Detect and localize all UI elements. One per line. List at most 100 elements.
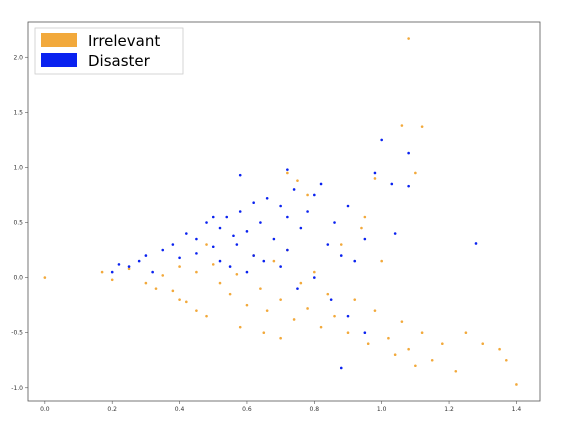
x-tick-label: 1.2 [444,406,454,413]
point-disaster [279,204,282,208]
point-disaster [346,314,350,318]
point-irrelevant [218,281,222,285]
point-disaster [144,254,148,257]
point-irrelevant [127,267,131,271]
point-disaster [380,138,383,142]
point-disaster [393,232,397,235]
point-disaster [178,256,181,260]
legend: Irrelevant Disaster [34,27,184,75]
plot-area [27,21,541,402]
point-irrelevant [178,265,181,268]
point-disaster [313,193,316,197]
point-irrelevant [205,314,208,318]
point-disaster [252,201,255,204]
point-disaster [286,168,289,171]
point-irrelevant [481,342,485,346]
legend-label-irrelevant: Irrelevant [88,32,160,50]
point-irrelevant [296,179,299,182]
point-disaster [299,226,303,230]
point-irrelevant [387,336,390,340]
x-tick-label: 1.4 [512,406,522,413]
point-irrelevant [326,292,330,296]
point-irrelevant [195,270,198,274]
point-disaster [326,243,330,246]
point-disaster [211,245,215,249]
point-disaster [161,248,165,252]
point-irrelevant [279,336,282,340]
y-tick-label: 0.0 [13,275,23,282]
y-tick-label: 0.5 [13,220,23,227]
y-tick-label: -0.5 [11,330,23,337]
point-irrelevant [154,287,158,290]
point-irrelevant [353,298,357,301]
point-irrelevant [292,318,296,321]
point-disaster [218,259,222,263]
point-disaster [185,232,188,235]
point-disaster [339,366,343,370]
point-disaster [151,270,154,274]
point-disaster [296,287,299,290]
point-disaster [127,265,131,268]
point-irrelevant [515,383,518,386]
point-irrelevant [238,325,242,329]
point-irrelevant [100,270,104,274]
point-irrelevant [171,289,175,293]
y-tick-label: 1.0 [13,164,23,171]
point-irrelevant [360,226,363,230]
point-disaster [353,259,357,263]
x-tick-label: 0.8 [310,406,320,413]
point-disaster [245,270,249,274]
point-irrelevant [420,331,424,334]
point-irrelevant [400,124,404,127]
point-disaster [137,259,141,263]
point-disaster [319,182,323,186]
point-irrelevant [228,292,232,296]
x-tick-label: 0.0 [40,406,50,413]
point-irrelevant [373,309,377,312]
point-irrelevant [299,281,303,285]
point-disaster [363,331,367,334]
point-irrelevant [306,307,309,310]
y-axis-ticks: 2.0 1.5 1.0 0.5 0.0 -0.5 -1.0 [11,54,28,392]
point-irrelevant [144,281,148,285]
point-irrelevant [380,259,383,263]
scatter-points [43,37,518,386]
point-disaster [205,221,208,224]
point-disaster [286,248,289,252]
point-disaster [363,237,367,241]
point-disaster [238,173,242,177]
point-disaster [329,298,333,301]
point-disaster [225,215,229,219]
point-irrelevant [306,193,309,197]
point-irrelevant [373,177,377,180]
point-disaster [252,254,255,257]
y-tick-label: 1.5 [13,109,23,116]
point-disaster [333,221,336,224]
legend-label-disaster: Disaster [88,52,151,70]
point-disaster [195,237,198,241]
point-disaster [474,242,478,245]
point-disaster [171,243,175,246]
point-irrelevant [498,347,501,351]
point-irrelevant [414,171,417,175]
point-disaster [339,254,343,257]
point-irrelevant [505,358,508,362]
point-irrelevant [414,364,417,368]
legend-swatch-disaster [41,53,77,67]
point-irrelevant [161,274,165,277]
point-irrelevant [265,309,269,312]
point-disaster [245,230,249,233]
point-irrelevant [110,278,114,282]
point-disaster [232,234,235,238]
point-disaster [259,221,262,224]
point-irrelevant [366,342,370,346]
point-disaster [286,215,289,219]
point-irrelevant [185,300,188,304]
point-disaster [390,182,394,186]
point-irrelevant [211,263,215,266]
point-irrelevant [259,287,262,290]
point-disaster [235,243,239,246]
x-axis-ticks: 0.0 0.2 0.4 0.6 0.8 1.0 1.2 1.4 [40,401,521,413]
point-irrelevant [195,309,198,312]
point-disaster [110,270,114,274]
